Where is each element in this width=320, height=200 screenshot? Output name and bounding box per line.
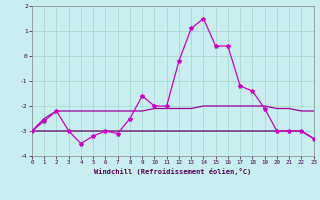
X-axis label: Windchill (Refroidissement éolien,°C): Windchill (Refroidissement éolien,°C) <box>94 168 252 175</box>
